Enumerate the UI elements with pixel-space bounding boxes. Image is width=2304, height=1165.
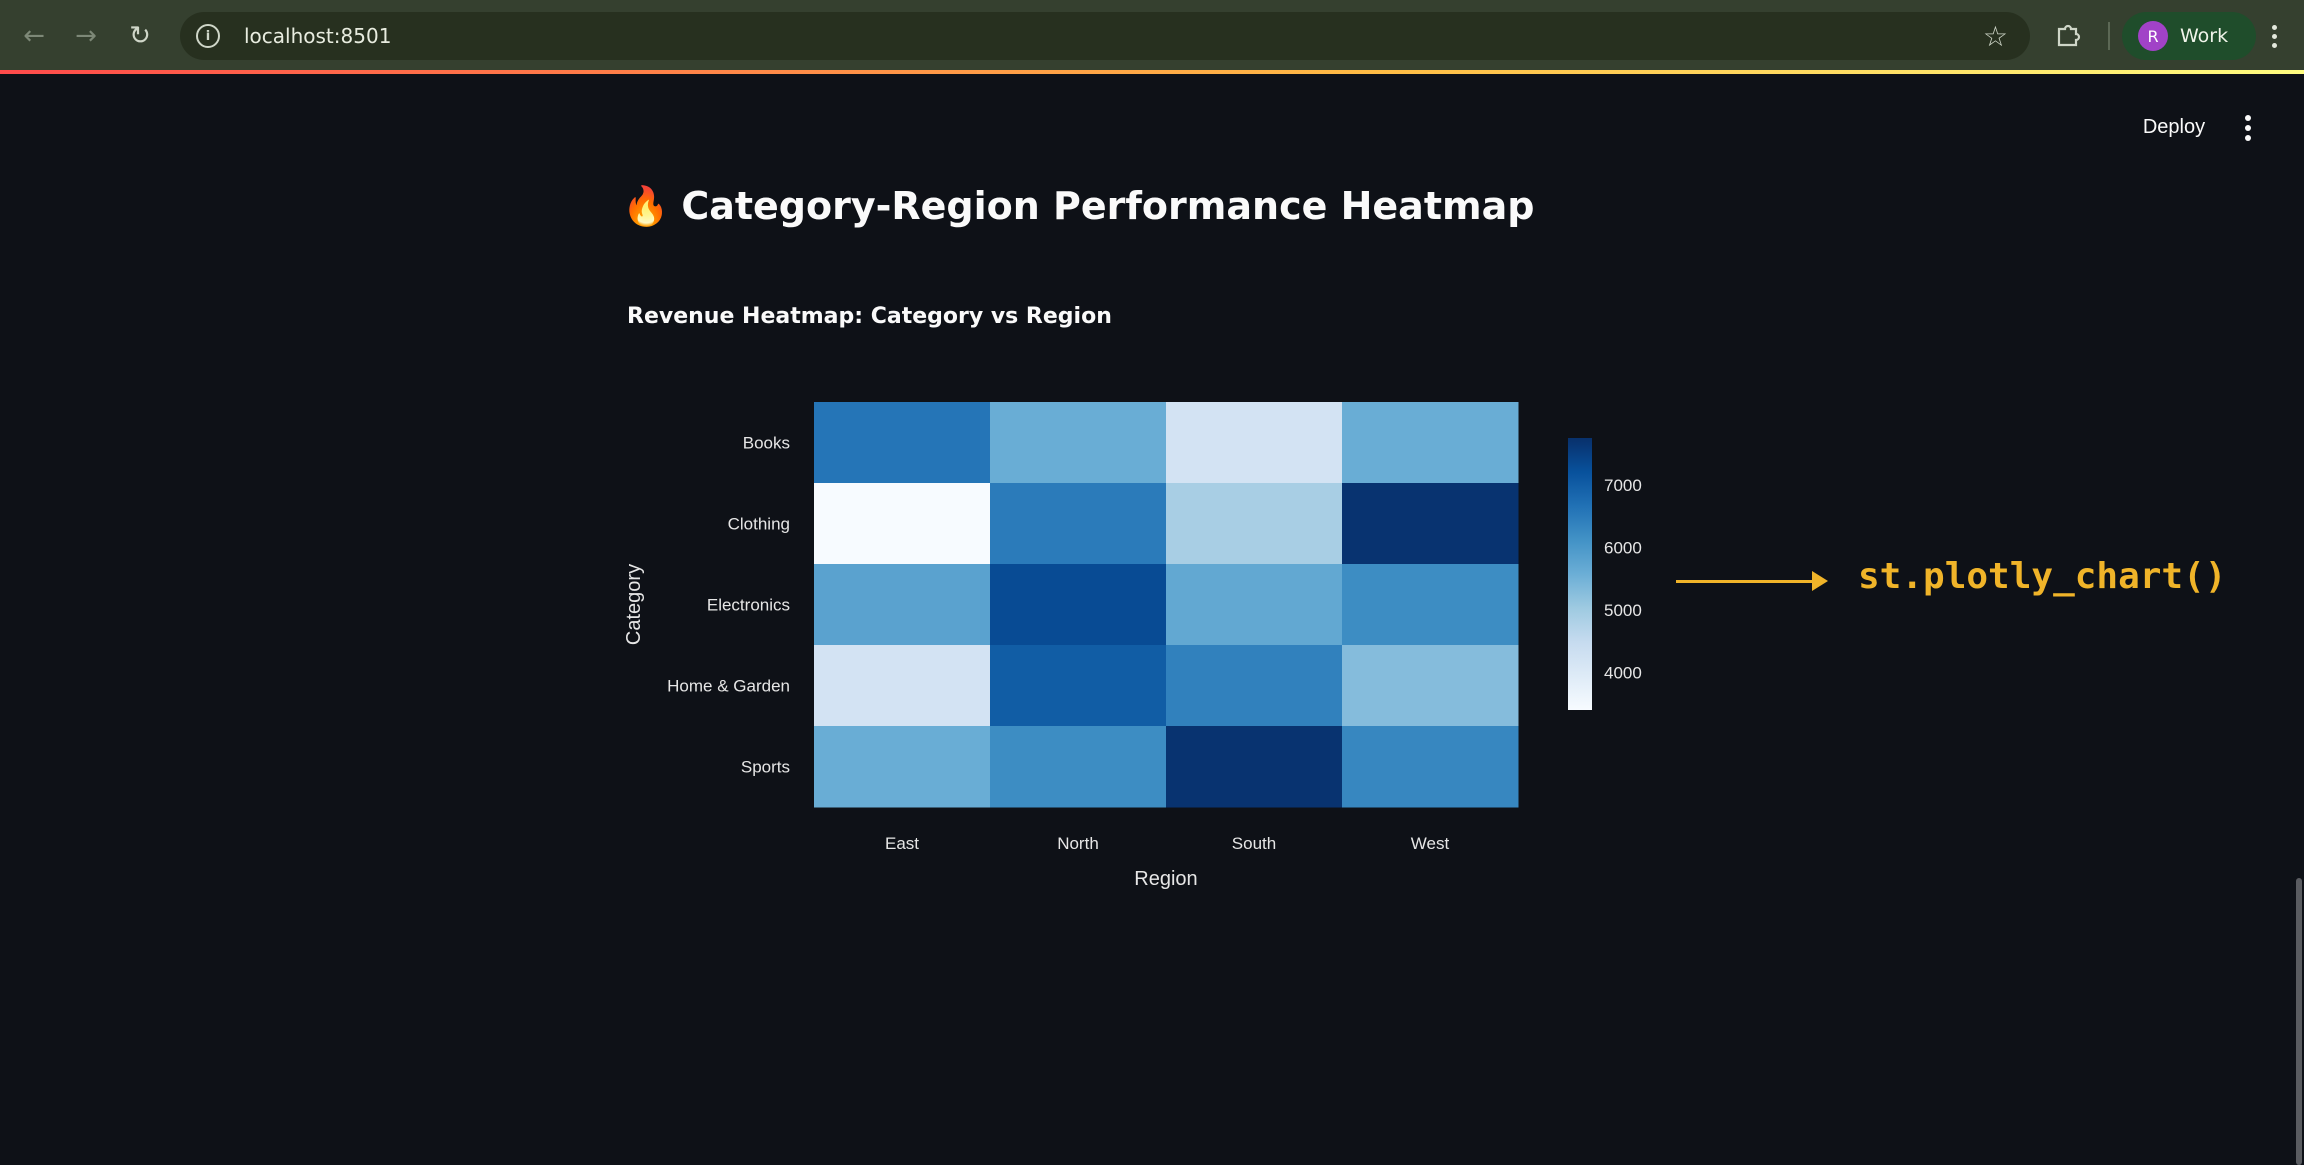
menu-dot — [2245, 115, 2251, 121]
heatmap-cell — [814, 483, 991, 565]
y-tick-label: Electronics — [707, 596, 790, 615]
heatmap-cell — [1342, 402, 1519, 484]
heatmap-cell — [1166, 483, 1343, 565]
x-tick-label: East — [885, 834, 919, 853]
colorbar-tick-label: 7000 — [1604, 476, 1642, 495]
y-tick-label: Books — [743, 434, 790, 453]
heatmap-cell — [1342, 726, 1519, 808]
browser-toolbar: ← → ↻ i localhost:8501 ☆ R Work — [0, 0, 2304, 74]
browser-menu-icon[interactable] — [2264, 18, 2284, 54]
heatmap-cell — [814, 726, 991, 808]
colorbar-tick-label: 5000 — [1604, 601, 1642, 620]
puzzle-glyph — [2057, 24, 2081, 47]
page-scrollbar[interactable] — [2296, 878, 2302, 1165]
menu-dot — [2271, 33, 2277, 39]
colorbar-tick-label: 4000 — [1604, 663, 1642, 682]
fire-icon: 🔥 — [622, 183, 670, 228]
heatmap-chart[interactable]: Books Clothing Electronics Home & Garden Spo… — [600, 380, 1660, 900]
bookmark-star-icon[interactable]: ☆ — [1982, 20, 2008, 53]
x-tick-label: West — [1411, 834, 1450, 853]
heatmap-cell — [814, 645, 991, 727]
page-title-text: Category-Region Performance Heatmap — [681, 184, 1535, 228]
y-tick-label: Clothing — [728, 515, 790, 534]
heatmap-cell — [1342, 564, 1519, 646]
heatmap-cell — [1342, 483, 1519, 565]
y-axis-title: Category — [623, 564, 645, 645]
menu-dot — [2245, 135, 2251, 141]
page-title: 🔥 Category-Region Performance Heatmap — [622, 176, 1534, 236]
address-bar[interactable]: i localhost:8501 ☆ — [180, 12, 2030, 60]
annotation-label: st.plotly_chart() — [1858, 556, 2227, 597]
profile-name: Work — [2180, 25, 2229, 47]
x-tick-label: South — [1232, 834, 1276, 853]
heatmap-cell — [1342, 645, 1519, 727]
colorbar — [1568, 438, 1592, 710]
menu-dot — [2245, 125, 2251, 131]
heatmap-cell — [990, 645, 1167, 727]
colorbar-tick-label: 6000 — [1604, 538, 1642, 557]
app-menu-icon[interactable] — [2238, 112, 2258, 144]
y-tick-label: Sports — [741, 758, 790, 777]
heatmap-cell — [990, 726, 1167, 808]
heatmap-cell — [814, 402, 991, 484]
x-tick-label: North — [1057, 834, 1099, 853]
profile-button[interactable]: R Work — [2122, 12, 2256, 60]
heatmap-cell — [1166, 402, 1343, 484]
deploy-button[interactable]: Deploy — [2142, 115, 2206, 138]
menu-dot — [2271, 24, 2277, 30]
heatmap-cell — [1166, 645, 1343, 727]
back-arrow-icon[interactable]: ← — [23, 21, 45, 51]
y-tick-label: Home & Garden — [667, 677, 790, 696]
x-axis-title: Region — [1134, 868, 1197, 890]
streamlit-accent-bar — [0, 70, 2304, 74]
extensions-puzzle-icon[interactable] — [2053, 20, 2083, 50]
heatmap-cell — [990, 564, 1167, 646]
heatmap-cell — [814, 564, 991, 646]
reload-icon[interactable]: ↻ — [129, 21, 151, 51]
menu-dot — [2271, 42, 2277, 48]
heatmap-cell — [990, 402, 1167, 484]
url-text[interactable]: localhost:8501 — [244, 24, 392, 48]
avatar: R — [2138, 21, 2168, 51]
heatmap-cell — [1166, 564, 1343, 646]
chart-subtitle: Revenue Heatmap: Category vs Region — [627, 304, 1112, 329]
site-info-icon[interactable]: i — [196, 24, 220, 48]
heatmap-cell — [990, 483, 1167, 565]
annotation-arrow-line — [1676, 580, 1824, 583]
forward-arrow-icon[interactable]: → — [75, 21, 97, 51]
annotation-arrow-icon — [1812, 571, 1828, 591]
heatmap-cell — [1166, 726, 1343, 808]
toolbar-divider — [2108, 22, 2110, 50]
